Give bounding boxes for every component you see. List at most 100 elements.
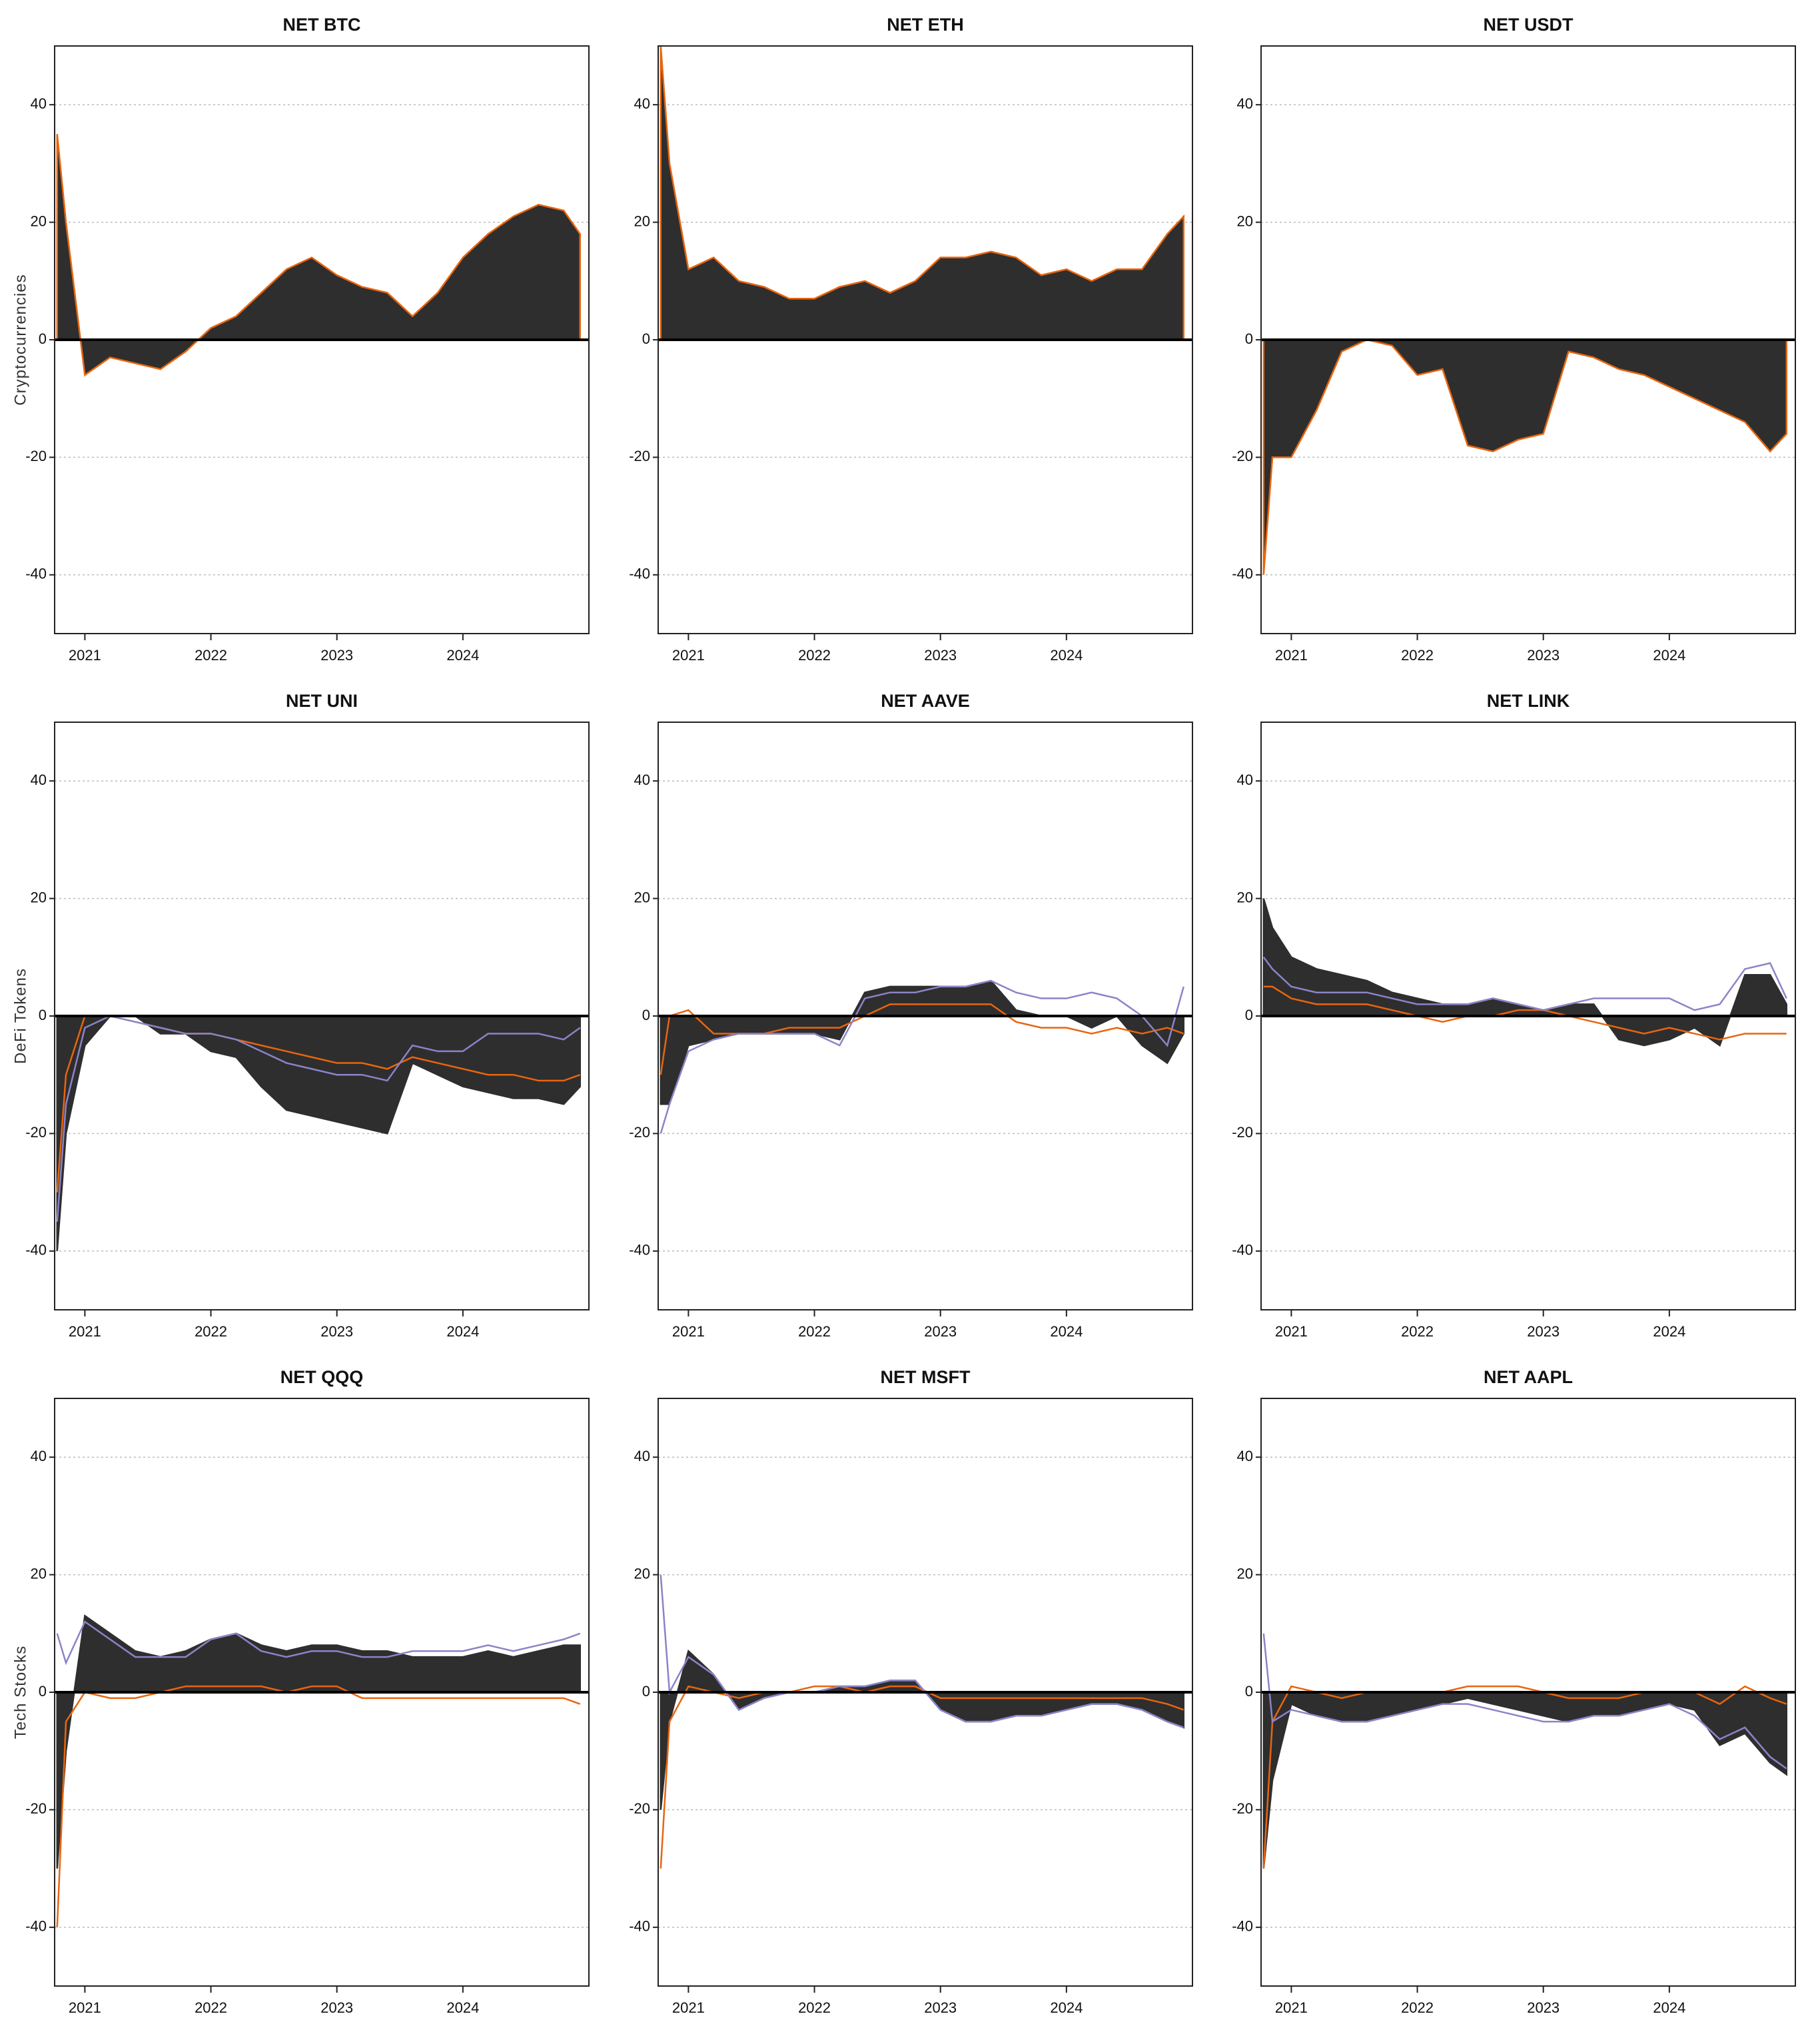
x-tick-label: 2022 — [1401, 647, 1434, 664]
series-line — [1263, 985, 1787, 1041]
x-tick-label: 2024 — [1050, 1323, 1083, 1340]
y-tick-label: 20 — [31, 1565, 47, 1582]
y-tick-label: 0 — [39, 330, 47, 347]
plot-area — [1262, 898, 1788, 1047]
series-line — [660, 1003, 1184, 1075]
y-tick-label: -20 — [629, 1124, 650, 1141]
x-tick-label: 2021 — [69, 647, 101, 664]
series-line — [660, 1574, 1184, 1729]
x-tick-label: 2021 — [69, 1999, 101, 2016]
plot-area — [660, 979, 1185, 1134]
x-tick-label: 2023 — [320, 1323, 353, 1340]
y-tick-label: 0 — [1245, 1683, 1253, 1700]
y-tick-label: -20 — [25, 1124, 47, 1141]
y-tick-label: 0 — [642, 330, 650, 347]
x-tick-label: 2021 — [672, 1323, 705, 1340]
x-tick-label: 2021 — [1275, 1323, 1308, 1340]
panel-title: NET BTC — [283, 15, 361, 35]
plot-frame — [54, 45, 590, 634]
plot-area — [660, 46, 1185, 341]
x-tick-label: 2022 — [195, 1323, 227, 1340]
y-tick-label: 40 — [634, 771, 650, 788]
plot-frame — [1260, 722, 1796, 1310]
x-tick-label: 2021 — [1275, 647, 1308, 664]
y-tick-label: -40 — [1232, 566, 1253, 582]
x-tick-label: 2021 — [1275, 1999, 1308, 2016]
y-tick-label: -20 — [25, 1800, 47, 1817]
x-tick-label: 2024 — [1050, 1999, 1083, 2016]
y-tick-label: 0 — [39, 1007, 47, 1023]
x-tick-label: 2023 — [1527, 1323, 1560, 1340]
y-tick-label: -40 — [629, 1242, 650, 1259]
series-line — [660, 1685, 1184, 1869]
y-tick-label: -20 — [1232, 448, 1253, 464]
y-tick-label: 40 — [1237, 1448, 1253, 1464]
plot-area — [660, 1574, 1185, 1869]
net-area — [660, 46, 1185, 341]
x-tick-label: 2022 — [798, 647, 831, 664]
panel-title: NET UNI — [286, 691, 358, 711]
x-tick-label: 2024 — [446, 1323, 479, 1340]
panel-title: NET AAPL — [1484, 1367, 1573, 1387]
x-tick-label: 2023 — [924, 1323, 957, 1340]
y-tick-label: 40 — [634, 1448, 650, 1464]
x-tick-label: 2022 — [195, 1999, 227, 2016]
plot-area — [56, 1614, 582, 1927]
x-tick-label: 2023 — [924, 647, 957, 664]
y-axis-label: DeFi Tokens — [11, 968, 29, 1064]
y-tick-label: 0 — [1245, 330, 1253, 347]
x-tick-label: 2021 — [672, 647, 705, 664]
net-area — [1262, 898, 1788, 1047]
y-tick-label: -20 — [629, 448, 650, 464]
y-tick-label: 40 — [1237, 771, 1253, 788]
x-tick-label: 2023 — [320, 1999, 353, 2016]
y-tick-label: 20 — [634, 213, 650, 229]
series-line — [56, 1620, 581, 1666]
net-area — [1262, 338, 1788, 575]
y-tick-label: 20 — [31, 213, 47, 229]
y-tick-label: 20 — [634, 1565, 650, 1582]
y-tick-label: 0 — [642, 1007, 650, 1023]
x-tick-label: 2023 — [320, 647, 353, 664]
panel-title: NET ETH — [887, 15, 964, 35]
y-tick-label: 0 — [642, 1683, 650, 1700]
y-tick-label: 20 — [634, 889, 650, 905]
panel-title: NET QQQ — [280, 1367, 364, 1387]
y-tick-label: -40 — [629, 566, 650, 582]
x-tick-label: 2024 — [1653, 1323, 1685, 1340]
net-area — [660, 979, 1185, 1105]
x-tick-label: 2022 — [1401, 1323, 1434, 1340]
net-area — [660, 1649, 1185, 1810]
series-line — [1262, 1633, 1787, 1770]
x-tick-label: 2024 — [446, 647, 479, 664]
y-tick-label: 0 — [1245, 1007, 1253, 1023]
x-tick-label: 2023 — [924, 1999, 957, 2016]
net-area — [1262, 1691, 1788, 1869]
series-line — [1262, 1685, 1787, 1869]
net-area — [56, 1614, 582, 1869]
y-tick-label: 20 — [1237, 213, 1253, 229]
x-tick-label: 2021 — [672, 1999, 705, 2016]
plot-area — [1262, 338, 1788, 575]
panel-title: NET USDT — [1484, 15, 1574, 35]
series-line — [660, 979, 1184, 1134]
y-tick-label: 0 — [39, 1683, 47, 1700]
y-tick-label: -20 — [25, 448, 47, 464]
y-axis-label: Cryptocurrencies — [11, 274, 29, 405]
plot-frame — [658, 722, 1193, 1310]
y-tick-label: -20 — [629, 1800, 650, 1817]
x-tick-label: 2022 — [1401, 1999, 1434, 2016]
y-tick-label: 40 — [634, 95, 650, 112]
x-tick-label: 2024 — [1050, 647, 1083, 664]
plot-area — [56, 134, 582, 377]
x-tick-label: 2022 — [798, 1999, 831, 2016]
y-tick-label: -40 — [25, 1242, 47, 1259]
x-tick-label: 2024 — [1653, 1999, 1685, 2016]
plot-frame — [658, 45, 1193, 634]
y-axis-label: Tech Stocks — [11, 1646, 29, 1739]
x-tick-label: 2022 — [195, 647, 227, 664]
x-tick-label: 2024 — [446, 1999, 479, 2016]
y-tick-label: -40 — [25, 1918, 47, 1935]
x-tick-label: 2023 — [1527, 1999, 1560, 2016]
